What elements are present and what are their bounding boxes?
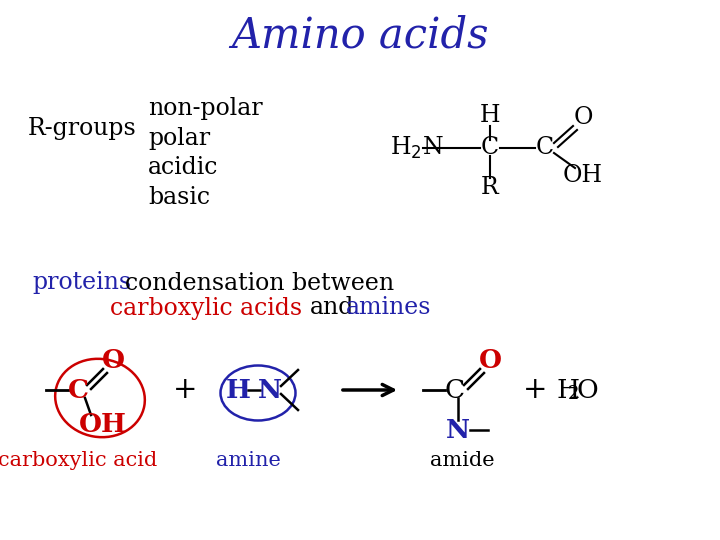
Text: O: O	[577, 377, 599, 402]
Text: H: H	[480, 105, 500, 127]
Text: non-polar: non-polar	[148, 97, 263, 119]
Text: basic: basic	[148, 186, 210, 210]
Text: C: C	[68, 377, 89, 402]
Text: amine: amine	[215, 450, 280, 469]
Text: H: H	[225, 377, 251, 402]
Text: and: and	[310, 296, 354, 320]
Text: O: O	[573, 106, 593, 130]
Text: C: C	[445, 377, 465, 402]
Text: OH: OH	[79, 413, 127, 437]
Text: acidic: acidic	[148, 157, 218, 179]
Text: C: C	[536, 137, 554, 159]
Text: carboxylic acid: carboxylic acid	[0, 450, 158, 469]
Text: N: N	[446, 417, 470, 442]
Text: H: H	[556, 377, 579, 402]
Text: carboxylic acids: carboxylic acids	[110, 296, 302, 320]
Text: proteins: proteins	[32, 272, 131, 294]
Text: C: C	[481, 137, 499, 159]
Text: N: N	[258, 377, 282, 402]
Text: amines: amines	[346, 296, 431, 320]
Text: condensation between: condensation between	[125, 272, 394, 294]
Text: O: O	[479, 348, 502, 373]
Text: polar: polar	[148, 126, 210, 150]
Text: R: R	[481, 177, 499, 199]
Text: 2: 2	[568, 385, 580, 403]
Text: amide: amide	[430, 450, 495, 469]
Text: +: +	[173, 376, 197, 404]
Text: R-groups: R-groups	[28, 117, 137, 139]
Text: H$_2$N: H$_2$N	[390, 135, 444, 161]
Text: O: O	[102, 348, 125, 373]
Text: Amino acids: Amino acids	[231, 14, 489, 56]
Text: +: +	[523, 376, 547, 404]
Text: OH: OH	[563, 165, 603, 187]
